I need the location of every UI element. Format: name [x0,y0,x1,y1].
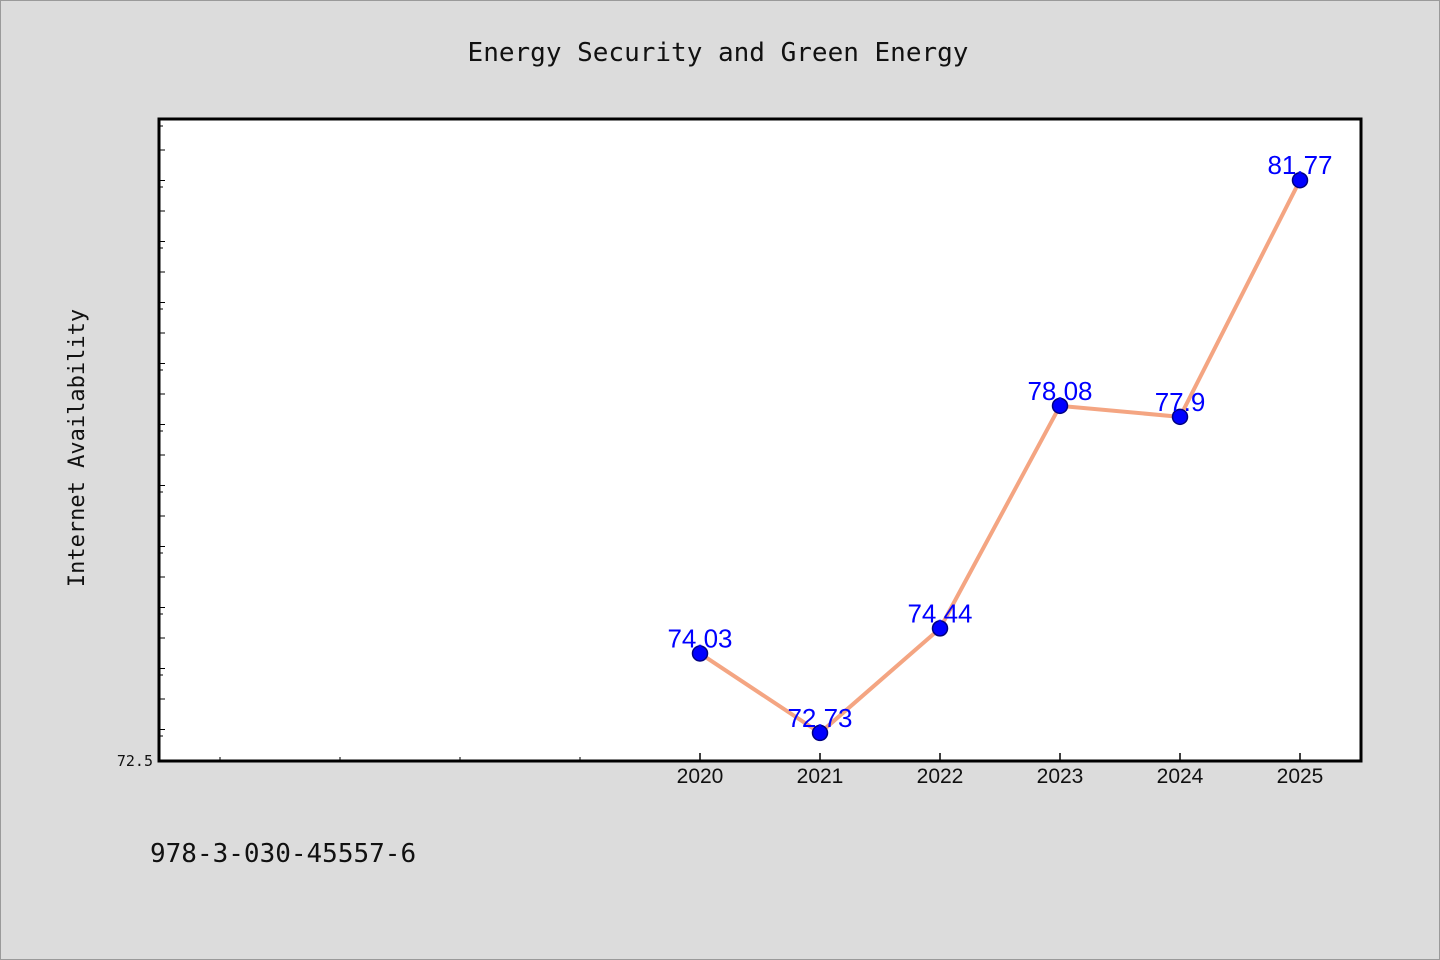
data-labels-group: 74.03 72.73 74.44 78.08 77.9 81.77 [667,150,1332,733]
plot-area [159,119,1361,761]
x-tick-label: 2022 [917,765,964,788]
series-group [691,171,1309,742]
y-tick-label: 72.5 [117,752,153,770]
series-line [698,178,1302,735]
y-axis-label: Internet Availability [65,309,90,587]
footnote-isbn: 978-3-030-45557-6 [150,839,416,869]
data-point [1051,397,1069,415]
x-tick-label: 2024 [1157,765,1204,788]
x-tick-label: 2021 [797,765,844,788]
data-label: 78.08 [1027,376,1092,406]
data-point [931,620,949,637]
data-label: 77.9 [1155,387,1206,417]
data-label: 72.73 [787,703,852,733]
plot-border [157,117,1363,763]
data-point [691,645,709,662]
data-label: 74.44 [907,598,972,628]
chart-title: Energy Security and Green Energy [468,38,969,68]
data-point [811,724,829,742]
x-tick-label: 2020 [677,765,724,788]
data-point [1291,171,1309,189]
x-tick-label: 2023 [1037,765,1084,788]
y-axis-ticks: 72.5 [117,752,153,770]
x-tick-label: 2025 [1277,765,1324,788]
data-label: 74.03 [667,623,732,653]
x-axis-ticks: 2020 2021 2022 2023 2024 2025 [677,753,1324,788]
data-label: 81.77 [1267,150,1332,180]
data-point [1171,408,1189,426]
